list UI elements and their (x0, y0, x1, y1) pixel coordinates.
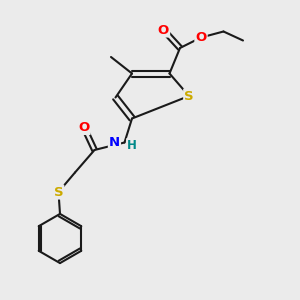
Text: S: S (54, 185, 63, 199)
Text: O: O (195, 31, 207, 44)
Text: O: O (78, 121, 90, 134)
Text: H: H (127, 139, 137, 152)
Text: O: O (158, 23, 169, 37)
Text: N: N (109, 136, 120, 149)
Text: S: S (184, 89, 194, 103)
